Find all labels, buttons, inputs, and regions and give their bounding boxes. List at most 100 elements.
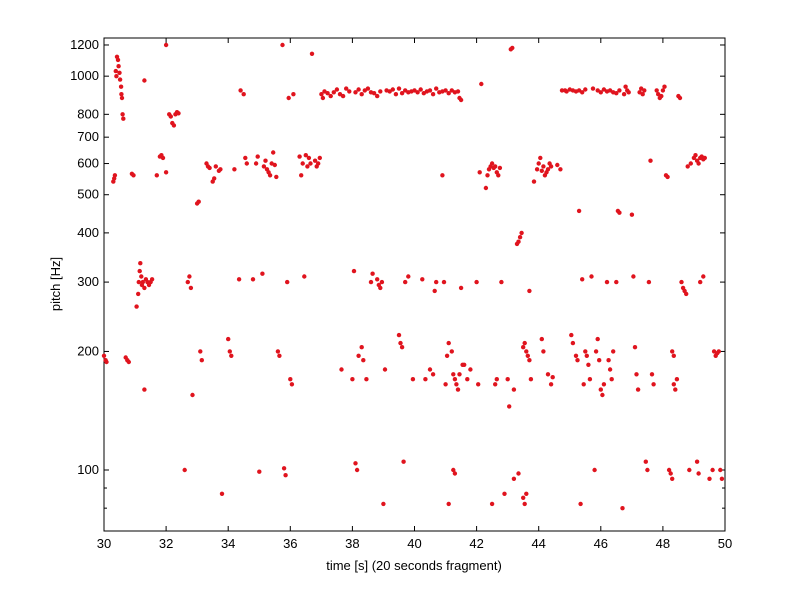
data-point — [120, 112, 125, 117]
data-point — [517, 235, 523, 240]
data-point — [260, 271, 265, 276]
x-tick-label: 44 — [531, 536, 545, 551]
data-point — [531, 179, 537, 184]
data-point — [541, 164, 546, 169]
data-point — [674, 377, 680, 382]
y-tick-label: 300 — [77, 274, 99, 289]
data-point — [646, 279, 652, 285]
data-point — [255, 154, 260, 159]
data-point — [243, 155, 248, 161]
data-point — [479, 81, 484, 87]
data-point — [454, 382, 459, 387]
data-point — [368, 279, 374, 285]
data-point — [226, 336, 231, 342]
data-point — [493, 382, 498, 387]
data-point — [305, 164, 310, 169]
data-point — [399, 91, 405, 96]
data-point — [716, 349, 721, 354]
data-point — [719, 476, 725, 481]
data-point — [303, 153, 308, 158]
data-point — [441, 279, 447, 285]
data-point — [396, 332, 402, 338]
data-point — [168, 114, 173, 119]
data-point — [545, 372, 551, 377]
data-point — [427, 367, 433, 372]
data-point — [564, 89, 569, 94]
data-point — [277, 353, 282, 358]
data-point — [280, 42, 285, 48]
data-point — [139, 274, 144, 279]
data-point — [632, 345, 638, 350]
data-point — [548, 164, 554, 169]
data-point — [718, 467, 723, 473]
data-point — [580, 277, 585, 282]
data-point — [645, 467, 650, 473]
data-point — [432, 288, 437, 294]
data-point — [458, 97, 464, 103]
data-point — [339, 367, 344, 372]
data-point — [455, 387, 461, 392]
data-point — [176, 111, 181, 116]
data-point — [281, 466, 287, 471]
data-point — [673, 387, 678, 392]
data-point — [393, 92, 399, 97]
data-point — [274, 174, 279, 180]
data-point — [188, 285, 194, 291]
data-point — [696, 471, 701, 476]
data-point — [451, 467, 456, 473]
data-point — [573, 353, 579, 358]
data-point — [569, 332, 574, 338]
data-point — [138, 261, 143, 266]
data-point — [257, 469, 262, 474]
data-point — [446, 501, 451, 507]
data-point — [353, 90, 358, 95]
data-point — [232, 167, 237, 172]
data-point — [149, 277, 155, 282]
data-point — [283, 473, 288, 478]
data-point — [112, 173, 118, 178]
data-point — [227, 349, 232, 354]
data-point — [600, 392, 605, 398]
data-point — [113, 68, 119, 74]
data-point — [116, 63, 121, 69]
data-point — [163, 170, 169, 175]
data-point — [685, 164, 690, 169]
data-point — [545, 167, 551, 172]
x-tick-label: 48 — [656, 536, 670, 551]
data-point — [300, 161, 305, 166]
data-point — [312, 158, 318, 163]
data-point — [524, 349, 529, 354]
x-tick-label: 34 — [221, 536, 235, 551]
data-point — [701, 274, 706, 279]
data-point — [621, 92, 627, 97]
data-point — [607, 367, 613, 372]
data-point — [340, 93, 346, 99]
data-point — [347, 89, 352, 94]
data-point — [635, 387, 641, 392]
data-point — [154, 173, 159, 178]
data-point — [617, 88, 622, 93]
data-point — [662, 84, 667, 89]
data-point — [399, 345, 405, 350]
data-point — [382, 367, 388, 372]
data-point — [539, 168, 544, 173]
data-point — [604, 279, 610, 285]
data-point — [521, 345, 526, 350]
data-point — [401, 459, 406, 464]
data-point — [606, 358, 611, 363]
data-point — [354, 467, 360, 473]
data-point — [452, 471, 458, 476]
data-point — [378, 285, 383, 291]
data-point — [263, 158, 268, 163]
data-point — [334, 87, 340, 92]
data-point — [446, 340, 451, 346]
data-point — [698, 279, 703, 285]
data-point — [236, 277, 242, 282]
data-point — [598, 90, 603, 95]
data-point — [364, 377, 369, 382]
data-point — [118, 84, 124, 89]
data-point — [541, 349, 546, 354]
data-point — [559, 88, 565, 93]
data-point — [423, 377, 428, 382]
data-point — [344, 86, 349, 91]
